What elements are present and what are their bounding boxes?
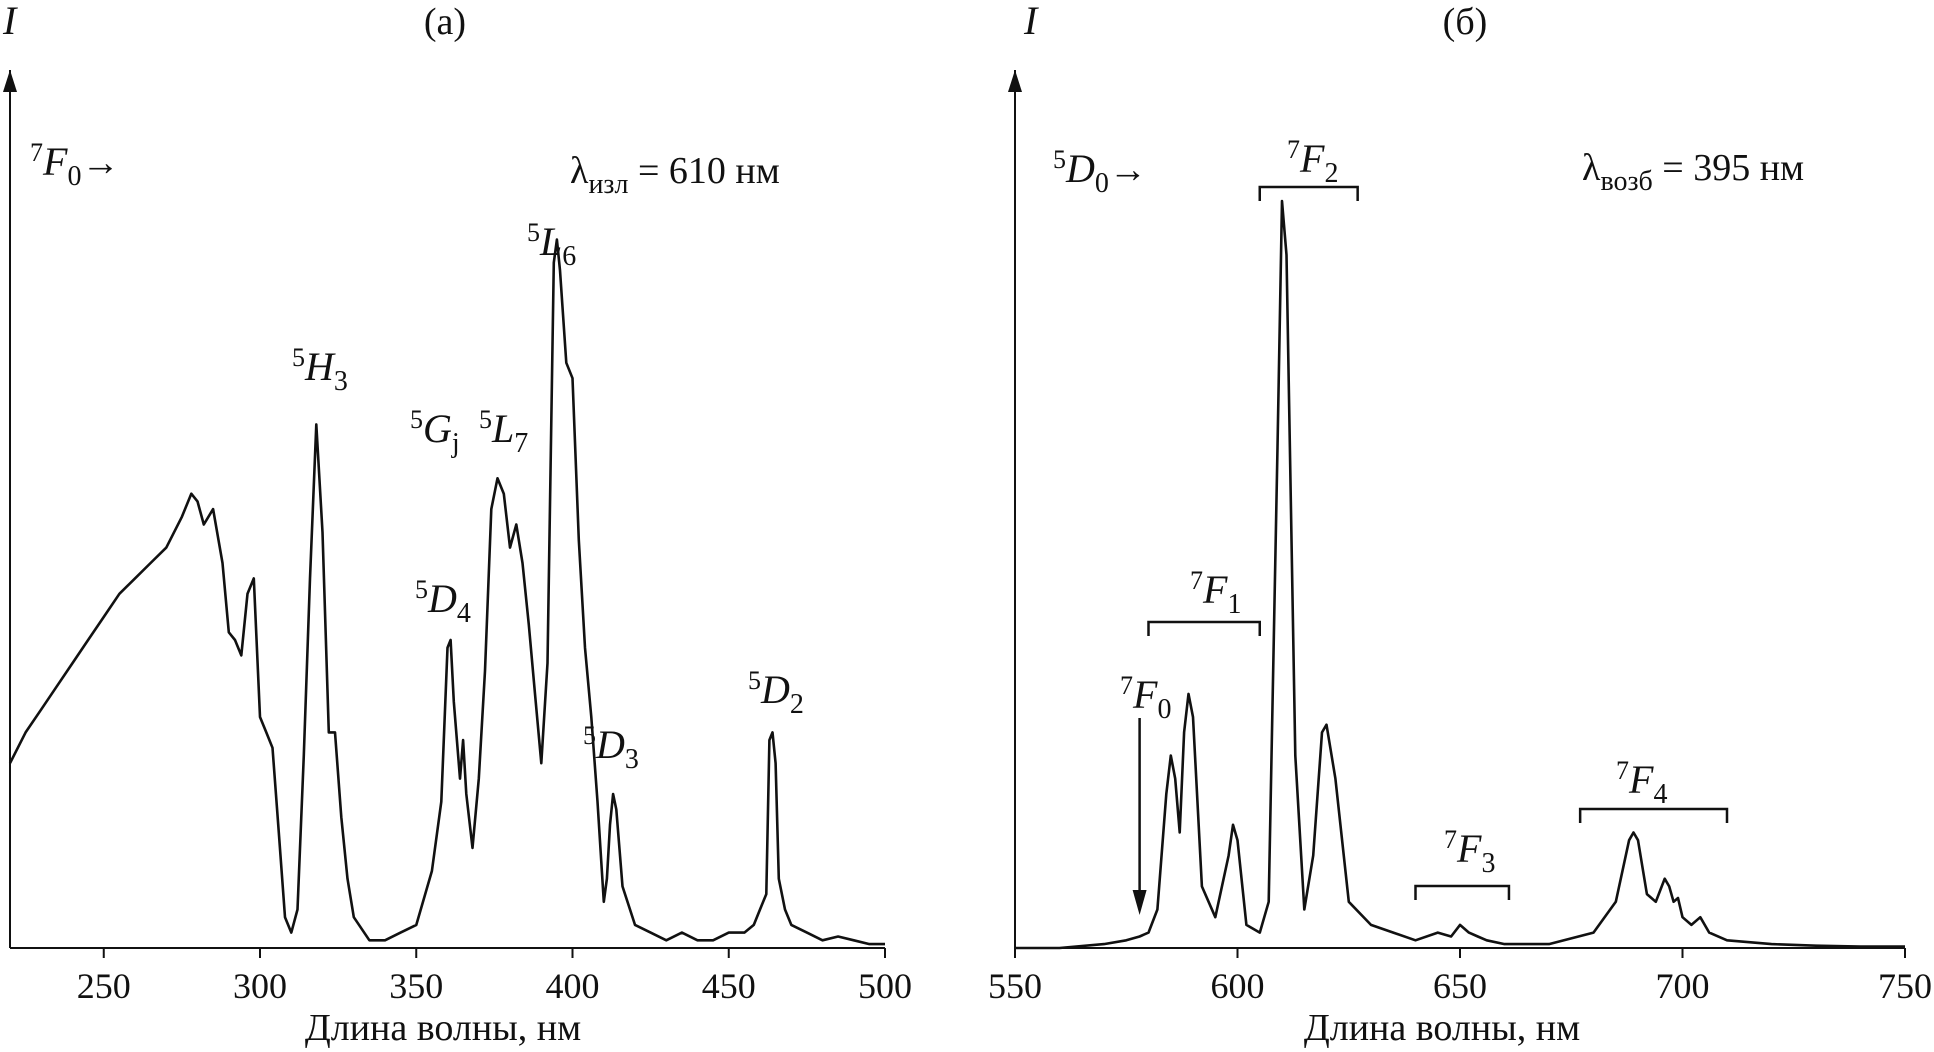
panel-b-bracket-f2	[1258, 185, 1359, 201]
panel-a-x-tick-label: 350	[389, 966, 443, 1006]
panel-a-axes: 250 300 350 400 450 500	[3, 70, 912, 1006]
panel-a-x-axis-label: Длина волны, нм	[305, 1007, 581, 1049]
panel-a: (а) I Длина волны, нм 7F0→ λизл = 610 нм…	[2, 0, 912, 1049]
panel-b-group-label-f2: 7F2	[1287, 135, 1338, 189]
panel-a-transition-label: 7F0→	[30, 138, 119, 192]
panel-b-group-label-f3: 7F3	[1444, 825, 1495, 879]
panel-b-group-label-f1: 7F1	[1190, 566, 1241, 620]
panel-b-x-tick-label: 750	[1878, 966, 1932, 1006]
panel-a-peak-label-h3: 5H3	[292, 343, 348, 397]
panel-b-transition-label: 5D0→	[1053, 145, 1147, 199]
panel-b-group-label-f0: 7F0	[1120, 671, 1171, 725]
panel-b-axes: 550 600 650 700 750	[988, 70, 1932, 1006]
panel-a-label: (а)	[424, 1, 466, 43]
panel-a-x-tick-label: 250	[77, 966, 131, 1006]
panel-b-lambda-label: λвозб = 395 нм	[1582, 147, 1804, 197]
panel-b-x-tick-label: 550	[988, 966, 1042, 1006]
panel-a-peak-label-d3: 5D3	[583, 721, 639, 775]
panel-a-x-tick-label: 300	[233, 966, 287, 1006]
panel-b: (б) I Длина волны, нм 5D0→ λвозб = 395 н…	[988, 0, 1932, 1049]
panel-b-group-label-f4: 7F4	[1616, 756, 1667, 810]
panel-b-x-tick-label: 600	[1211, 966, 1265, 1006]
panel-a-peak-label-l6: 5L6	[527, 218, 576, 272]
panel-b-group-labels: 7F0 7F1 7F2 7F3 7F4	[1120, 135, 1729, 915]
panel-b-bracket-f1	[1147, 620, 1261, 636]
panel-b-y-axis-label: I	[1023, 0, 1039, 43]
panel-b-bracket-f4	[1578, 807, 1729, 823]
panel-a-lambda-label: λизл = 610 нм	[570, 150, 780, 200]
panel-b-label: (б)	[1443, 1, 1488, 43]
panel-a-peak-label-gj: 5Gj	[410, 405, 460, 459]
panel-a-spectrum-line	[8, 238, 885, 946]
panel-a-peak-label-l7: 5L7	[479, 405, 528, 459]
panel-a-x-tick-label: 500	[858, 966, 912, 1006]
panel-a-x-tick-label: 400	[546, 966, 600, 1006]
panel-b-x-tick-label: 650	[1433, 966, 1487, 1006]
panel-b-bracket-f3	[1414, 884, 1511, 900]
panel-b-y-axis-arrow	[1008, 70, 1022, 92]
panel-a-peak-label-d4: 5D4	[415, 575, 471, 629]
panel-b-x-tick-label: 700	[1656, 966, 1710, 1006]
panel-a-peak-labels: 5H3 5Gj 5L7 5L6 5D4 5D3 5D2	[292, 218, 804, 775]
panel-b-spectrum-line	[1015, 199, 1905, 950]
panel-a-x-tick-label: 450	[702, 966, 756, 1006]
panel-b-f0-arrowhead	[1132, 890, 1147, 915]
panel-b-x-axis-label: Длина волны, нм	[1304, 1007, 1580, 1049]
panel-a-peak-label-d2: 5D2	[748, 666, 804, 720]
panel-a-y-axis-arrow	[3, 70, 17, 92]
panel-a-y-axis-label: I	[2, 0, 18, 43]
